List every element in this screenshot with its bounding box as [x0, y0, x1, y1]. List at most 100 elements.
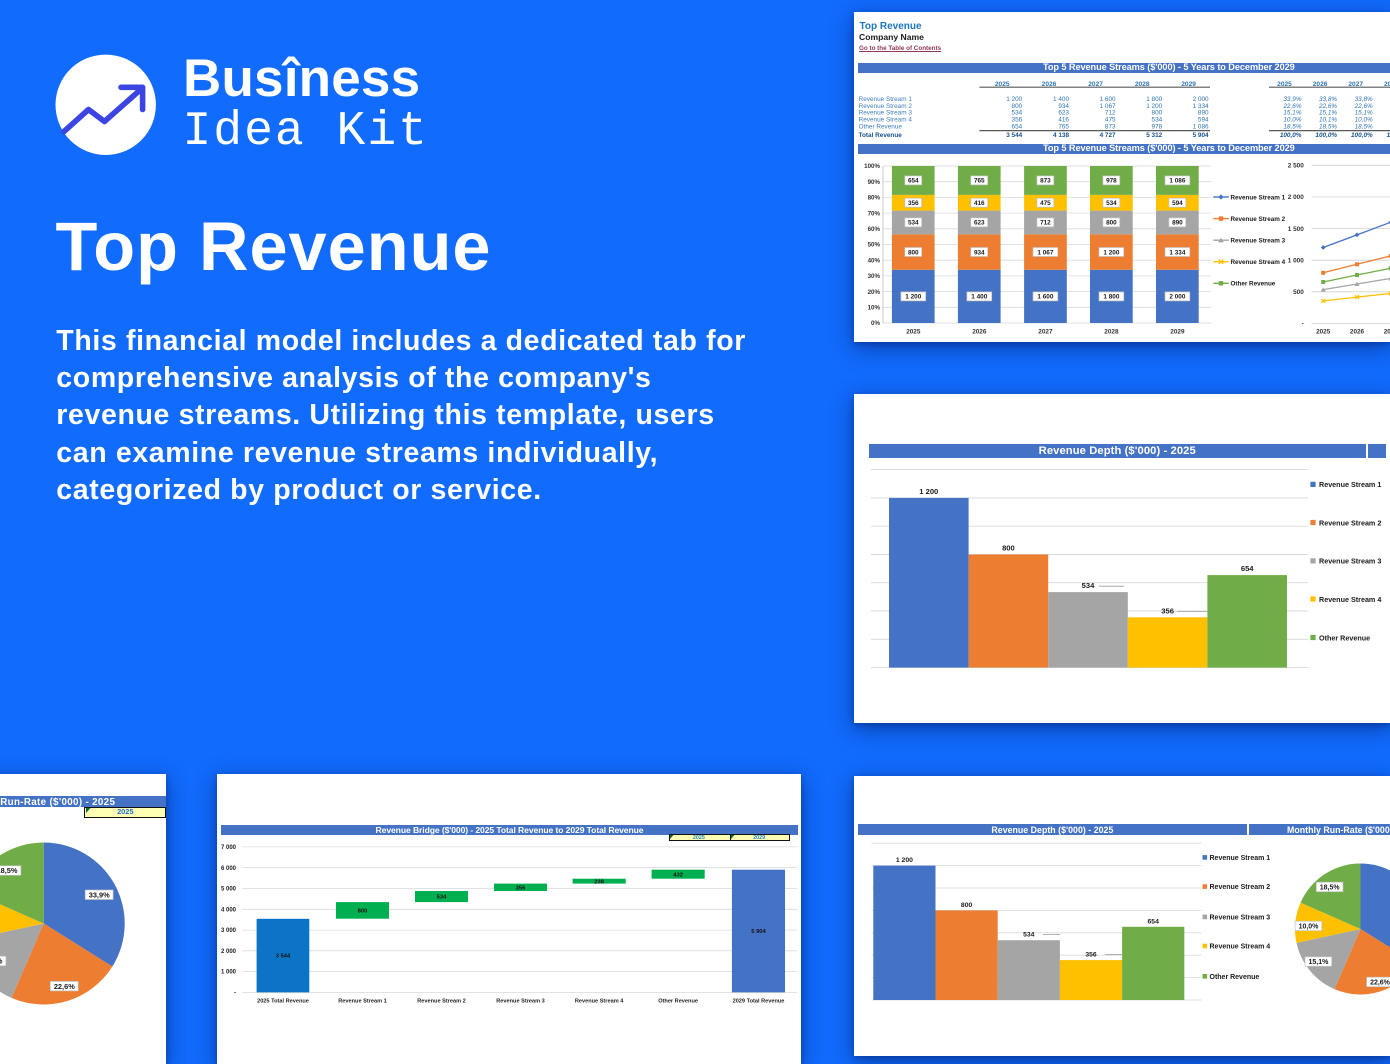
- svg-text:18,5%: 18,5%: [1283, 123, 1301, 130]
- svg-text:90%: 90%: [868, 179, 881, 186]
- svg-text:356: 356: [908, 200, 919, 207]
- svg-text:33,9%: 33,9%: [89, 890, 110, 899]
- svg-text:60%: 60%: [868, 226, 881, 233]
- svg-text:534: 534: [1106, 200, 1117, 207]
- svg-text:6 000: 6 000: [221, 866, 237, 872]
- svg-text:873: 873: [1040, 178, 1051, 185]
- svg-text:712: 712: [1105, 110, 1116, 117]
- svg-text:2025: 2025: [1316, 329, 1331, 336]
- svg-text:10,1%: 10,1%: [1319, 117, 1337, 124]
- svg-text:Other Revenue: Other Revenue: [1319, 633, 1370, 642]
- svg-text:1 000: 1 000: [1288, 258, 1304, 265]
- svg-text:10,0%: 10,0%: [1355, 117, 1373, 124]
- svg-text:2 000: 2 000: [1193, 96, 1209, 103]
- svg-text:Revenue Stream 4: Revenue Stream 4: [859, 117, 913, 124]
- svg-text:934: 934: [974, 249, 985, 256]
- svg-text:978: 978: [1152, 123, 1163, 130]
- svg-text:0%: 0%: [871, 320, 880, 327]
- svg-text:33,8%: 33,8%: [1319, 96, 1337, 103]
- svg-text:5 312: 5 312: [1146, 132, 1162, 139]
- svg-text:Revenue Stream 2: Revenue Stream 2: [1319, 518, 1381, 527]
- svg-text:800: 800: [961, 902, 973, 909]
- svg-text:Revenue Stream 4: Revenue Stream 4: [1231, 259, 1286, 266]
- svg-text:Revenue Stream 2: Revenue Stream 2: [1231, 216, 1286, 223]
- svg-text:800: 800: [1002, 544, 1015, 553]
- svg-text:765: 765: [1058, 123, 1069, 130]
- svg-text:2028: 2028: [1104, 329, 1119, 336]
- svg-text:1 086: 1 086: [1193, 123, 1209, 130]
- svg-text:Total Revenue: Total Revenue: [859, 132, 903, 139]
- svg-text:416: 416: [1058, 117, 1069, 124]
- svg-text:2026: 2026: [1350, 329, 1365, 336]
- svg-text:2029: 2029: [1181, 81, 1196, 88]
- svg-text:2 000: 2 000: [1288, 194, 1304, 201]
- svg-text:Revenue Stream 2: Revenue Stream 2: [859, 103, 913, 110]
- svg-text:500: 500: [1293, 289, 1304, 296]
- svg-text:30%: 30%: [868, 273, 881, 280]
- svg-text:4 138: 4 138: [1053, 132, 1069, 139]
- svg-text:Revenue Stream 1: Revenue Stream 1: [1210, 855, 1271, 862]
- svg-text:1 400: 1 400: [1053, 96, 1069, 103]
- svg-text:Other Revenue: Other Revenue: [859, 123, 903, 130]
- svg-text:10,0%: 10,0%: [1283, 117, 1301, 124]
- svg-text:416: 416: [974, 200, 985, 207]
- svg-text:Revenue Stream 3: Revenue Stream 3: [1210, 914, 1271, 921]
- svg-text:Revenue Stream 1: Revenue Stream 1: [859, 96, 913, 103]
- svg-text:534: 534: [908, 220, 919, 227]
- svg-text:2026: 2026: [1313, 81, 1328, 88]
- svg-text:2027: 2027: [1088, 81, 1103, 88]
- svg-text:33,8%: 33,8%: [1355, 96, 1373, 103]
- svg-text:1 000: 1 000: [221, 970, 237, 976]
- svg-text:Revenue Stream 2: Revenue Stream 2: [1210, 884, 1271, 891]
- svg-text:Revenue Stream 2: Revenue Stream 2: [417, 999, 466, 1005]
- svg-text:534: 534: [1152, 117, 1163, 124]
- svg-text:1 200: 1 200: [919, 487, 938, 496]
- svg-text:1 200: 1 200: [1103, 249, 1119, 256]
- svg-text:2025: 2025: [906, 329, 921, 336]
- svg-text:Revenue Stream 3: Revenue Stream 3: [496, 999, 545, 1005]
- svg-text:2026: 2026: [972, 329, 987, 336]
- svg-text:Other Revenue: Other Revenue: [1210, 974, 1260, 981]
- svg-text:2029: 2029: [1170, 329, 1185, 336]
- svg-text:356: 356: [1161, 606, 1174, 615]
- svg-text:2025: 2025: [995, 81, 1010, 88]
- svg-text:594: 594: [1198, 117, 1209, 124]
- svg-text:10,0%: 10,0%: [1299, 924, 1320, 931]
- svg-text:3 544: 3 544: [276, 954, 291, 960]
- svg-text:890: 890: [1172, 220, 1183, 227]
- svg-text:2026: 2026: [1042, 81, 1057, 88]
- svg-text:978: 978: [1106, 178, 1117, 185]
- svg-text:5 904: 5 904: [1193, 132, 1209, 139]
- svg-text:Revenue Stream 1: Revenue Stream 1: [338, 999, 387, 1005]
- svg-text:Revenue Stream 4: Revenue Stream 4: [1210, 944, 1271, 951]
- svg-text:1 200: 1 200: [1146, 103, 1162, 110]
- svg-text:80%: 80%: [868, 195, 881, 202]
- svg-text:33,9%: 33,9%: [1283, 96, 1301, 103]
- svg-text:800: 800: [1106, 220, 1117, 227]
- svg-text:3 000: 3 000: [221, 928, 237, 934]
- svg-text:3 544: 3 544: [1006, 132, 1022, 139]
- svg-text:873: 873: [1105, 123, 1116, 130]
- svg-text:Revenue Stream 1: Revenue Stream 1: [1231, 194, 1286, 201]
- svg-text:654: 654: [908, 178, 919, 185]
- svg-text:Revenue Stream 4: Revenue Stream 4: [575, 999, 624, 1005]
- svg-text:534: 534: [437, 895, 447, 901]
- svg-text:654: 654: [1241, 564, 1254, 573]
- svg-text:Revenue Stream 1: Revenue Stream 1: [1319, 480, 1381, 489]
- svg-text:1 067: 1 067: [1100, 103, 1116, 110]
- svg-text:356: 356: [1085, 952, 1097, 959]
- svg-text:654: 654: [1148, 918, 1160, 925]
- svg-text:2029 Total Revenue: 2029 Total Revenue: [733, 999, 785, 1005]
- svg-text:2 000: 2 000: [1169, 294, 1185, 301]
- svg-text:1 600: 1 600: [1037, 294, 1053, 301]
- svg-text:Revenue Stream 3: Revenue Stream 3: [859, 110, 913, 117]
- svg-text:1 334: 1 334: [1193, 103, 1209, 110]
- svg-text:18,5%: 18,5%: [1355, 123, 1373, 130]
- svg-text:Other Revenue: Other Revenue: [658, 999, 698, 1005]
- svg-text:2027: 2027: [1384, 329, 1390, 336]
- svg-text:22,6%: 22,6%: [1282, 103, 1301, 110]
- svg-text:2027: 2027: [1348, 81, 1363, 88]
- svg-text:1 200: 1 200: [896, 857, 913, 864]
- svg-text:1 334: 1 334: [1169, 249, 1185, 256]
- svg-text:40%: 40%: [868, 257, 881, 264]
